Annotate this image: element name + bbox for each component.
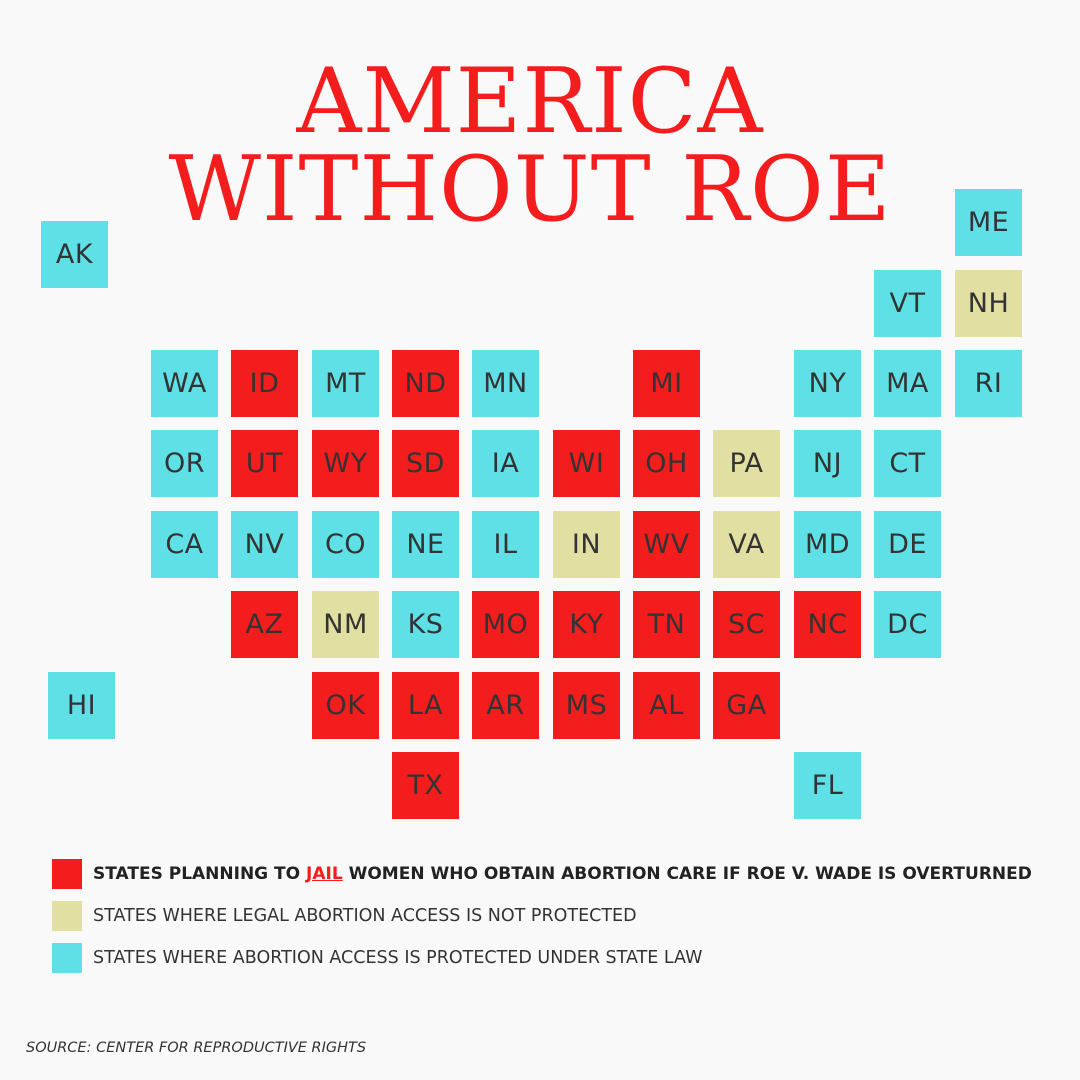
state-tile-oh: OH: [633, 430, 700, 497]
state-tile-ma: MA: [874, 350, 941, 417]
legend-label-protected: STATES WHERE ABORTION ACCESS IS PROTECTE…: [93, 948, 703, 968]
state-tile-vt: VT: [874, 270, 941, 337]
legend-label-jail: STATES PLANNING TO JAIL WOMEN WHO OBTAIN…: [93, 864, 1032, 884]
state-tile-nm: NM: [312, 591, 379, 658]
state-tile-wv: WV: [633, 511, 700, 578]
legend-swatch-jail: [52, 859, 82, 889]
state-tile-va: VA: [713, 511, 780, 578]
state-tile-nv: NV: [231, 511, 298, 578]
state-tile-or: OR: [151, 430, 218, 497]
state-tile-tx: TX: [392, 752, 459, 819]
state-tile-nj: NJ: [794, 430, 861, 497]
state-tile-mi: MI: [633, 350, 700, 417]
state-tile-in: IN: [553, 511, 620, 578]
state-tile-pa: PA: [713, 430, 780, 497]
state-tile-ia: IA: [472, 430, 539, 497]
state-tile-az: AZ: [231, 591, 298, 658]
state-tile-mt: MT: [312, 350, 379, 417]
state-tile-tn: TN: [633, 591, 700, 658]
state-tile-mo: MO: [472, 591, 539, 658]
state-tile-al: AL: [633, 672, 700, 739]
state-tile-sd: SD: [392, 430, 459, 497]
legend-item-not-protected: STATES WHERE LEGAL ABORTION ACCESS IS NO…: [52, 901, 637, 931]
legend-swatch-not-protected: [52, 901, 82, 931]
legend-swatch-protected: [52, 943, 82, 973]
state-tile-ny: NY: [794, 350, 861, 417]
state-tile-me: ME: [955, 189, 1022, 256]
map-title: AMERICA WITHOUT ROE: [0, 49, 1060, 242]
state-tile-hi: HI: [48, 672, 115, 739]
state-tile-ca: CA: [151, 511, 218, 578]
legend-label-not-protected: STATES WHERE LEGAL ABORTION ACCESS IS NO…: [93, 906, 637, 926]
state-tile-il: IL: [472, 511, 539, 578]
state-tile-ok: OK: [312, 672, 379, 739]
state-tile-wa: WA: [151, 350, 218, 417]
state-tile-dc: DC: [874, 591, 941, 658]
state-tile-ky: KY: [553, 591, 620, 658]
state-tile-ct: CT: [874, 430, 941, 497]
state-tile-ne: NE: [392, 511, 459, 578]
state-tile-wy: WY: [312, 430, 379, 497]
state-tile-nd: ND: [392, 350, 459, 417]
state-tile-fl: FL: [794, 752, 861, 819]
title-line-1: AMERICA: [296, 49, 764, 154]
source-note: SOURCE: CENTER FOR REPRODUCTIVE RIGHTS: [26, 1040, 367, 1056]
state-tile-ms: MS: [553, 672, 620, 739]
state-tile-id: ID: [231, 350, 298, 417]
state-tile-de: DE: [874, 511, 941, 578]
legend-jail-highlight: JAIL: [306, 864, 343, 884]
state-tile-ga: GA: [713, 672, 780, 739]
state-tile-ut: UT: [231, 430, 298, 497]
legend-jail-text-before: STATES PLANNING TO: [93, 864, 307, 884]
state-tile-mn: MN: [472, 350, 539, 417]
state-tile-nc: NC: [794, 591, 861, 658]
legend-item-protected: STATES WHERE ABORTION ACCESS IS PROTECTE…: [52, 943, 702, 973]
title-line-2: WITHOUT ROE: [168, 137, 892, 242]
legend-jail-text-after: WOMEN WHO OBTAIN ABORTION CARE IF ROE V.…: [342, 864, 1032, 884]
state-tile-sc: SC: [713, 591, 780, 658]
state-tile-ri: RI: [955, 350, 1022, 417]
state-tile-la: LA: [392, 672, 459, 739]
state-tile-co: CO: [312, 511, 379, 578]
state-tile-ar: AR: [472, 672, 539, 739]
state-tile-md: MD: [794, 511, 861, 578]
state-tile-wi: WI: [553, 430, 620, 497]
legend-item-jail: STATES PLANNING TO JAIL WOMEN WHO OBTAIN…: [52, 859, 1032, 889]
state-tile-ak: AK: [41, 221, 108, 288]
state-tile-nh: NH: [955, 270, 1022, 337]
state-tile-ks: KS: [392, 591, 459, 658]
